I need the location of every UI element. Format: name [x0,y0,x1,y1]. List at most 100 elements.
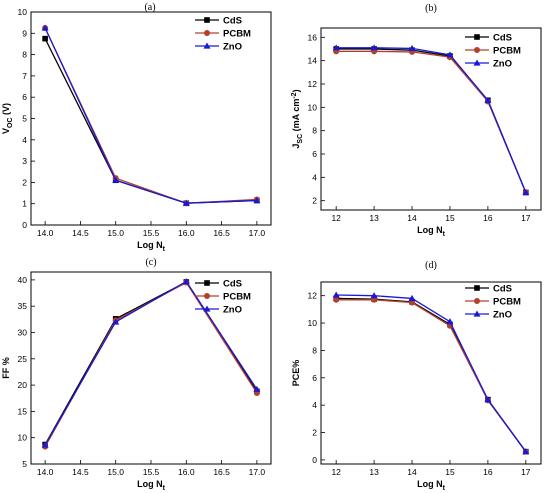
series-zno-point [370,292,378,299]
series-zno-point [370,44,378,51]
y-axis-title-main: PCE% [291,360,301,387]
x-axis-title-sub: t [163,485,166,492]
y-tick-label: 1 [22,199,27,209]
x-tick-label: 14.0 [37,228,54,238]
y-tick-label: 8 [22,50,27,60]
x-tick-label: 12 [331,467,341,477]
series-zno-point [182,199,190,206]
series-cds-line [44,38,257,204]
x-tick-label: 15.5 [143,228,160,238]
y-tick-label: 10 [18,7,28,17]
panel-label: (c) [145,257,156,268]
legend: CdS PCBM ZnO [465,284,521,321]
series-cds-point [42,35,48,42]
x-tick-label: 14 [407,213,417,223]
legend-label: CdS [493,33,512,44]
y-tick-label: 10 [308,318,318,328]
series-zno-point [408,294,416,302]
panel-label: (a) [144,2,155,13]
y-axis-title-main: V [1,128,11,134]
x-axis-title: Log Nt [417,479,446,492]
y-tick-label: 15 [18,406,28,416]
y-tick-label: 5 [22,459,27,469]
legend-marker [474,285,480,291]
x-tick-label: 14.5 [72,467,89,477]
x-tick-label: 16.5 [213,467,230,477]
legend-label: PCBM [223,29,251,40]
legend: CdS PCBM ZnO [195,279,251,316]
x-tick-label: 15.0 [107,228,124,238]
x-axis-title-main: Log N [137,479,163,489]
legend: CdS PCBM ZnO [465,33,521,70]
x-tick-label: 13 [369,213,379,223]
y-tick-label: 6 [312,373,317,383]
series-zno-point [332,44,340,51]
y-tick-label: 10 [308,102,318,112]
y-axis-title-sub: SC [297,134,304,144]
series-zno-point [253,385,261,392]
series-zno-point [112,318,120,325]
y-tick-label: 0 [22,220,27,230]
series-pcbm-point [409,299,416,306]
y-axis-title: PCE% [291,360,301,387]
x-axis-title-sub: t [443,231,446,238]
series-zno-point [446,51,454,58]
series-pcbm-line [336,299,527,453]
series-pcbm-line [44,27,257,204]
y-tick-label: 4 [312,172,317,182]
panel-label: (b) [425,3,437,14]
y-tick-label: 2 [312,428,317,438]
y-tick-label: 12 [308,79,318,89]
y-tick-label: 7 [22,71,27,81]
series-zno-point [41,441,49,448]
series-zno-point [522,189,530,196]
x-tick-label: 13 [369,467,379,477]
legend-marker [204,280,210,286]
series-pcbm-point [371,296,378,303]
x-tick-label: 16.0 [178,467,195,477]
series-zno-point [484,396,492,403]
y-axis-title: FF % [1,357,11,379]
legend-label: ZnO [223,42,242,53]
legend-marker [474,47,480,53]
legend-label: CdS [493,284,512,295]
series-cds-line [336,48,527,193]
x-tick-label: 17.0 [249,228,266,238]
y-tick-label: 12 [308,291,318,301]
x-tick-label: 16.5 [213,228,230,238]
y-axis-title-sub: OC [7,117,14,128]
legend-label: CdS [223,16,242,27]
legend-label: ZnO [223,305,242,316]
x-tick-label: 16 [483,213,493,223]
series-zno-point [182,277,190,285]
y-tick-label: 2 [312,196,317,206]
plot-frame [320,281,542,465]
series-cds-line [336,297,527,453]
y-axis-title-suffix: (mA cm [291,99,301,134]
legend: CdS PCBM ZnO [195,16,251,53]
y-tick-label: 5 [22,114,27,124]
series-zno-point [332,291,340,298]
y-tick-label: 35 [18,301,28,311]
panel-d-group: (d) 12 13 14 15 16 17 0 2 4 6 8 10 12 Log Nt PCE% CdS PCB… [291,260,542,492]
legend-label: CdS [223,279,242,290]
x-tick-label: 15 [445,467,455,477]
x-tick-label: 17 [521,213,531,223]
y-tick-label: 0 [312,455,317,465]
series-pcbm-point [333,296,340,303]
panel-a-group: (a) 14.0 14.5 15.0 15.5 16.0 16.5 17.0 0 1 2 3 4 5 6 7 8… [1,2,272,253]
x-axis-title-main: Log N [137,240,163,250]
y-tick-label: 8 [312,345,317,355]
y-tick-label: 30 [18,327,28,337]
series-zno-line [336,47,527,193]
x-tick-label: 16 [483,467,493,477]
x-axis-title: Log Nt [137,479,166,492]
y-tick-label: 20 [18,380,28,390]
y-tick-label: 16 [308,32,318,42]
series-zno-point [522,448,530,455]
legend-marker [204,30,210,36]
y-tick-label: 4 [22,135,27,145]
y-tick-label: 40 [18,275,28,285]
x-tick-label: 14.5 [72,228,89,238]
